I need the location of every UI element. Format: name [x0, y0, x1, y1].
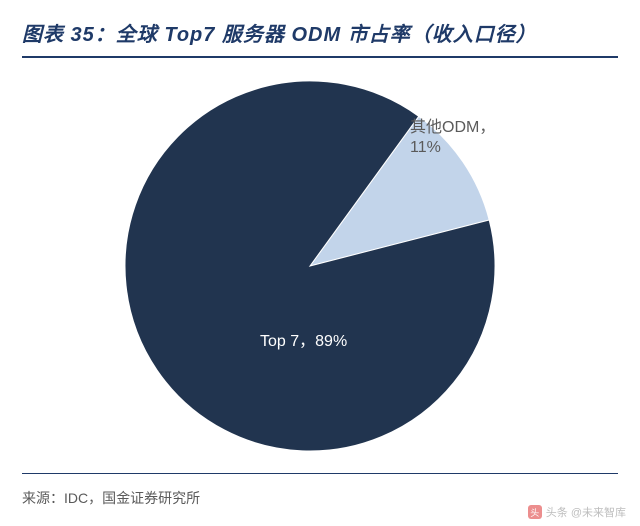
chart-title: 图表 35：全球 Top7 服务器 ODM 市占率（收入口径） [22, 18, 537, 47]
title-bar: 图表 35：全球 Top7 服务器 ODM 市占率（收入口径） [22, 12, 618, 58]
figure-frame: 图表 35：全球 Top7 服务器 ODM 市占率（收入口径） 其他ODM， 11… [0, 0, 640, 526]
source-bar: 来源：IDC，国金证券研究所 [22, 473, 618, 508]
pie-label-Top 7: Top 7，89% [260, 333, 347, 350]
watermark: 头 头条 @未来智库 [528, 504, 626, 520]
watermark-icon: 头 [528, 505, 542, 519]
pie-chart: 其他ODM， 11% Top 7，89% [110, 66, 530, 466]
watermark-text: 头条 @未来智库 [546, 504, 626, 520]
pie-label-其他ODM: 11% [410, 139, 441, 156]
pie-label-其他ODM: 其他ODM， [410, 118, 495, 136]
chart-area: 其他ODM， 11% Top 7，89% [0, 56, 640, 476]
source-text: 来源：IDC，国金证券研究所 [22, 488, 200, 508]
